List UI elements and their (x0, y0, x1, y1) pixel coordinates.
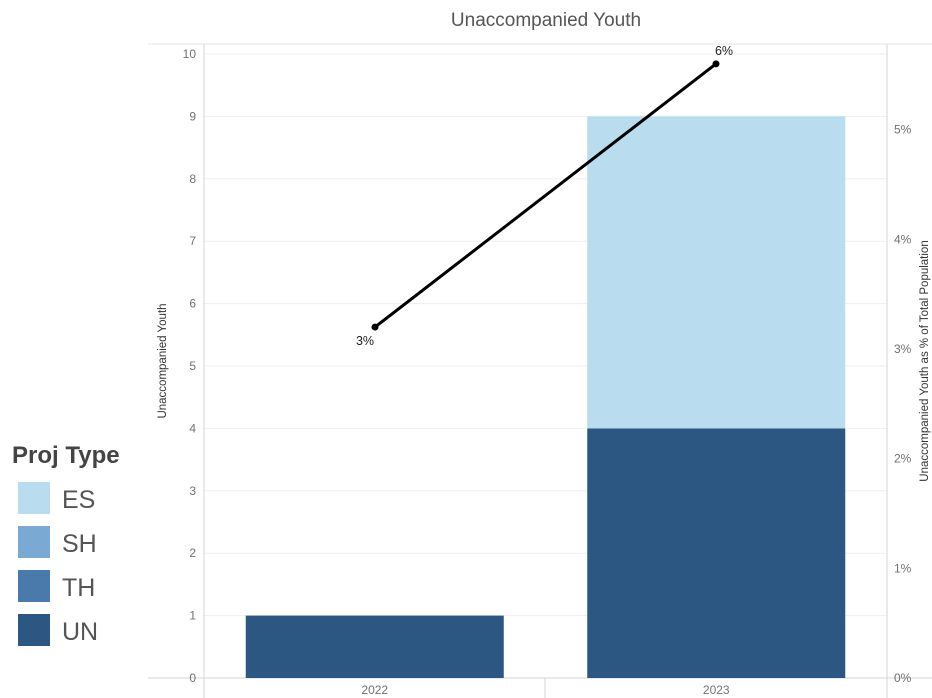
legend-label-TH: TH (62, 574, 95, 602)
legend-title: Proj Type (12, 442, 120, 469)
y-tick-label-5: 5 (189, 359, 196, 373)
y2-tick-label-3%: 3% (894, 342, 912, 356)
y-tick-label-6: 6 (189, 297, 196, 311)
x-axis-ticks: 2022 2023 (361, 683, 730, 697)
y-tick-label-8: 8 (189, 172, 196, 186)
legend: Proj Type ES SH TH UN (12, 442, 120, 646)
x-tick-label-2022: 2022 (361, 683, 388, 697)
y-tick-label-10: 10 (183, 47, 197, 61)
y2-tick-label-2%: 2% (894, 452, 912, 466)
bar-2023-ES (587, 116, 846, 429)
y-tick-label-2: 2 (189, 546, 196, 560)
bars (245, 116, 846, 678)
legend-label-ES: ES (62, 486, 95, 514)
percent-label-2022: 3% (356, 334, 374, 348)
percent-line (374, 62, 717, 329)
percent-point-2023 (712, 60, 720, 68)
legend-label-SH: SH (62, 530, 97, 558)
percent-point-2022 (371, 323, 379, 331)
y-axis-ticks: 0 1 2 3 4 5 6 7 8 9 10 (183, 47, 197, 685)
x-tick-label-2023: 2023 (703, 683, 730, 697)
percent-line-layer: 3% 6% (356, 44, 733, 348)
y-tick-label-7: 7 (189, 234, 196, 248)
y2-tick-label-1%: 1% (894, 561, 912, 575)
legend-swatch-ES (18, 482, 50, 514)
gridlines (204, 53, 887, 617)
percent-label-2023: 6% (715, 44, 733, 58)
bar-2023-UN (587, 428, 846, 678)
y2-tick-label-5%: 5% (894, 123, 912, 137)
y2-tick-label-4%: 4% (894, 232, 912, 246)
y-tick-label-0: 0 (189, 671, 196, 685)
chart-title: Unaccompanied Youth (451, 10, 641, 31)
y2-tick-label-0%: 0% (894, 671, 912, 685)
y-tick-label-4: 4 (189, 421, 196, 435)
y-tick-label-3: 3 (189, 484, 196, 498)
legend-swatch-SH (18, 526, 50, 558)
bar-2022-UN (245, 615, 504, 678)
legend-swatch-TH (18, 570, 50, 602)
legend-swatch-UN (18, 614, 50, 646)
y2-axis-label: Unaccompanied Youth as % of Total Popula… (919, 240, 931, 481)
y-tick-label-1: 1 (189, 609, 196, 623)
y-axis-label: Unaccompanied Youth (157, 303, 169, 418)
y2-axis-ticks: 0% 1% 2% 3% 4% 5% (894, 123, 912, 685)
y-tick-label-9: 9 (189, 109, 196, 123)
legend-label-UN: UN (62, 618, 98, 646)
